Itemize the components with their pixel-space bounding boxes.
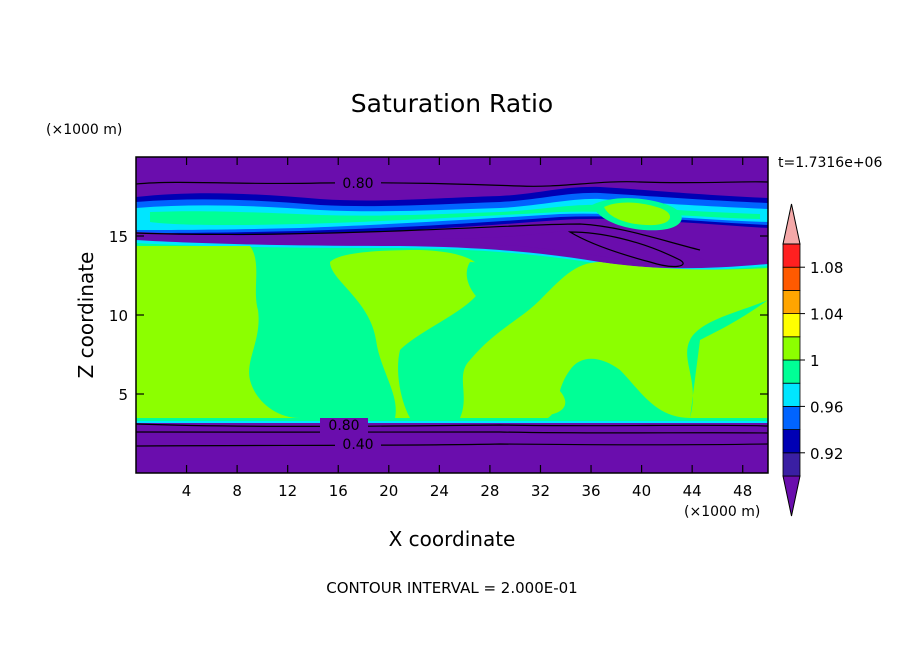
lime-patch-2 — [520, 383, 566, 416]
x-tick-label: 20 — [379, 482, 398, 500]
time-label: t=1.7316e+06 — [778, 155, 882, 171]
upper-blob-core — [604, 202, 671, 226]
contour-label-3: 0.40 — [342, 437, 373, 453]
green-hole — [466, 262, 509, 303]
colorbar-label: 1.08 — [810, 259, 843, 277]
y-tick-label: 10 — [109, 307, 128, 325]
dry-tongue-outline — [567, 231, 684, 268]
contour-upper-edge — [136, 223, 701, 251]
colorbar-label: 0.96 — [810, 398, 843, 416]
y-tick-label: 15 — [109, 228, 128, 246]
y-tick-label: 5 — [118, 386, 128, 404]
x-tick-label: 44 — [683, 482, 702, 500]
colorbar-bottom-triangle — [782, 475, 801, 517]
contour-label-group: 0.80 0.80 0.40 — [320, 174, 381, 453]
x-axis-label: X coordinate — [389, 527, 516, 551]
y-axis-label: Z coordinate — [74, 252, 98, 379]
contour-lines — [136, 181, 768, 447]
colorbar-segment — [782, 336, 801, 361]
contour-040 — [136, 443, 768, 447]
colorbar-label: 0.92 — [810, 445, 843, 463]
x-tick-label: 32 — [531, 482, 550, 500]
contour-field — [136, 157, 768, 473]
colorbar-segment — [782, 405, 801, 430]
x-tick-label: 8 — [232, 482, 242, 500]
colorbar-segment — [782, 243, 801, 268]
colorbar-label: 1 — [810, 352, 820, 370]
contour-lower-080 — [136, 423, 768, 427]
x-tick-label: 28 — [480, 482, 499, 500]
contour-label-2: 0.80 — [328, 418, 359, 434]
contour-interval-footer: CONTOUR INTERVAL = 2.000E-01 — [326, 579, 577, 597]
colorbar-segment — [782, 359, 801, 384]
colorbar-segment — [782, 382, 801, 407]
contour-label-1: 0.80 — [342, 176, 373, 192]
colorbar-label: 1.04 — [810, 306, 843, 324]
y-unit-label: (×1000 m) — [46, 122, 122, 138]
colorbar-segment — [782, 429, 801, 454]
x-tick-label: 16 — [329, 482, 348, 500]
contour-080-top — [136, 181, 768, 187]
x-tick-label: 40 — [632, 482, 651, 500]
x-tick-label: 36 — [581, 482, 600, 500]
x-tick-label: 12 — [278, 482, 297, 500]
contour-lower-2 — [136, 431, 768, 434]
x-tick-label: 48 — [733, 482, 752, 500]
colorbar-segment — [782, 266, 801, 291]
colorbar: 0.92 0.96 1 1.04 1.08 — [782, 203, 843, 517]
x-unit-label: (×1000 m) — [684, 504, 760, 520]
x-tick-label: 4 — [182, 482, 192, 500]
chart-title: Saturation Ratio — [351, 89, 553, 118]
colorbar-top-triangle — [782, 203, 801, 245]
lime-patch-1 — [140, 351, 171, 405]
dry-tongue — [136, 228, 720, 270]
colorbar-segment — [782, 452, 801, 477]
colorbar-segment — [782, 313, 801, 338]
main-body-lime — [136, 246, 768, 418]
colorbar-segment — [782, 289, 801, 314]
x-tick-label: 24 — [430, 482, 449, 500]
